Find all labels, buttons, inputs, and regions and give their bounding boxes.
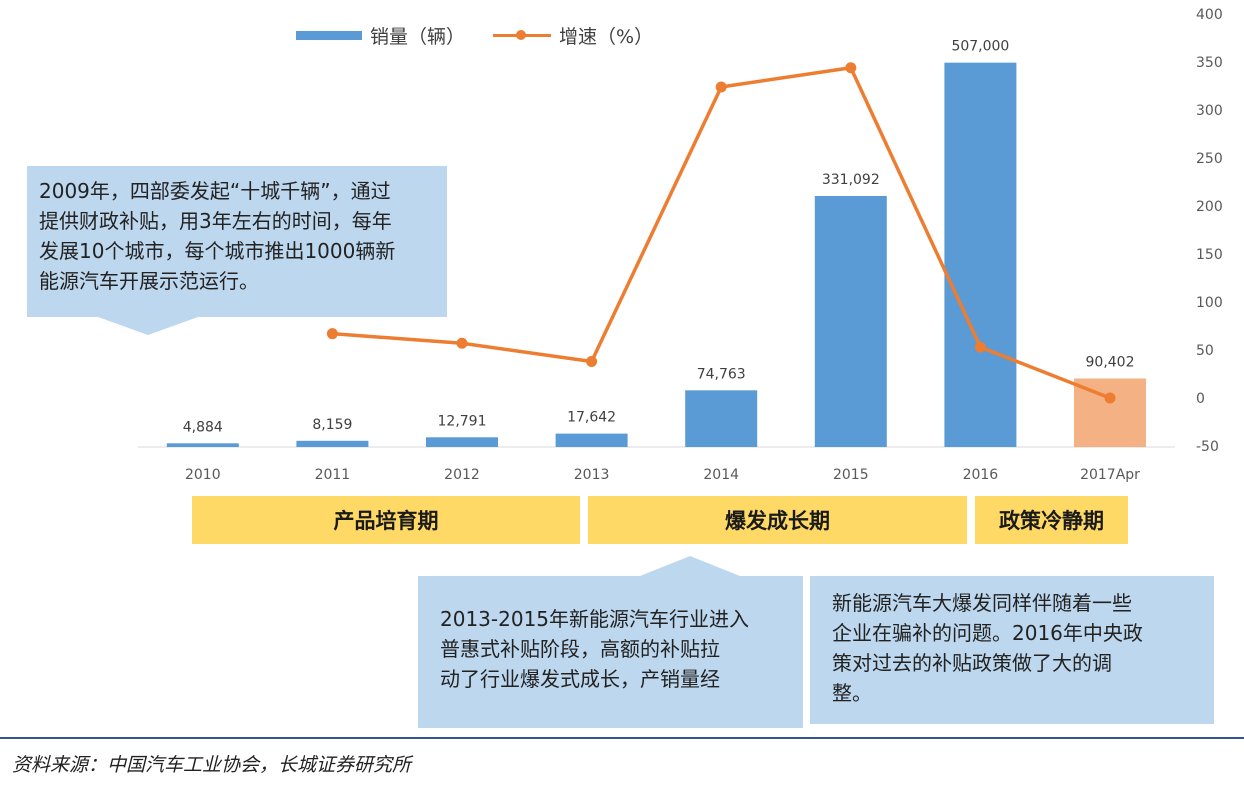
- bar-label-2017Apr: 90,402: [1086, 354, 1135, 370]
- callout-3: 新能源汽车大爆发同样伴随着一些 企业在骗补的问题。2016年中央政 策对过去的补…: [810, 576, 1214, 724]
- growth-point-2013: [586, 356, 598, 368]
- bar-2013: [555, 433, 628, 447]
- y2-tick-label-300: 300: [1196, 103, 1223, 119]
- callout-pointer-2: [640, 556, 740, 576]
- bar-2014: [685, 390, 758, 447]
- legend-item-sales: 销量（辆）: [296, 22, 465, 49]
- phase-label-3: 政策冷静期: [975, 496, 1128, 544]
- callout-2: 2013-2015年新能源汽车行业进入 普惠式补贴阶段，高额的补贴拉 动了行业爆…: [418, 576, 803, 728]
- footer-divider: [0, 737, 1244, 739]
- growth-point-2015: [845, 62, 857, 74]
- growth-point-2012: [456, 337, 468, 349]
- source-note: 资料来源：中国汽车工业协会，长城证券研究所: [12, 754, 412, 776]
- legend-label-sales: 销量（辆）: [370, 26, 466, 48]
- bar-label-2010: 4,884: [183, 419, 223, 435]
- bar-label-2015: 331,092: [822, 172, 880, 188]
- phase-label-1: 产品培育期: [192, 496, 580, 544]
- bar-label-2016: 507,000: [951, 39, 1009, 55]
- callout-1: 2009年，四部委发起“十城千辆”，通过 提供财政补贴，用3年左右的时间，每年 …: [27, 166, 447, 317]
- y2-tick-label-150: 150: [1196, 247, 1223, 263]
- bar-label-2011: 8,159: [312, 417, 352, 433]
- legend-line-swatch: [493, 30, 552, 40]
- x-tick-label-2016: 2016: [963, 467, 999, 483]
- legend-label-growth: 增速（%）: [559, 26, 654, 48]
- x-tick-label-2011: 2011: [315, 467, 351, 483]
- y2-tick-label-50: 50: [1196, 343, 1214, 359]
- y2-tick-label-250: 250: [1196, 151, 1223, 167]
- bar-2012: [426, 437, 498, 447]
- legend-item-growth: 增速（%）: [493, 22, 653, 49]
- x-tick-label-2015: 2015: [833, 467, 869, 483]
- x-tick-label-2014: 2014: [703, 467, 739, 483]
- callout-2-text: 2013-2015年新能源汽车行业进入 普惠式补贴阶段，高额的补贴拉 动了行业爆…: [440, 607, 750, 691]
- legend-bar-swatch: [296, 31, 362, 40]
- y2-tick-label--50: -50: [1196, 439, 1219, 455]
- growth-point-2011: [326, 328, 338, 340]
- growth-point-2016: [974, 341, 986, 353]
- callout-pointer-1: [98, 317, 198, 335]
- phase-label-2: 爆发成长期: [588, 496, 967, 544]
- y2-tick-label-350: 350: [1196, 55, 1223, 71]
- x-tick-label-2017Apr: 2017Apr: [1080, 467, 1140, 483]
- bar-2011: [296, 440, 369, 447]
- x-tick-label-2013: 2013: [574, 467, 610, 483]
- x-tick-label-2010: 2010: [185, 467, 221, 483]
- y2-tick-label-200: 200: [1196, 199, 1223, 215]
- bar-2015: [814, 196, 887, 447]
- bar-label-2013: 17,642: [567, 410, 616, 426]
- legend: 销量（辆） 增速（%）: [296, 22, 681, 49]
- x-tick-label-2012: 2012: [444, 467, 480, 483]
- growth-point-2017Apr: [1104, 392, 1116, 404]
- y2-tick-label-100: 100: [1196, 295, 1223, 311]
- growth-point-2014: [715, 81, 727, 93]
- y2-tick-label-0: 0: [1196, 391, 1205, 407]
- bar-2010: [166, 443, 239, 447]
- callout-3-text: 新能源汽车大爆发同样伴随着一些 企业在骗补的问题。2016年中央政 策对过去的补…: [832, 591, 1143, 705]
- y2-tick-label-400: 400: [1196, 7, 1223, 23]
- bar-2016: [944, 62, 1017, 448]
- callout-1-text: 2009年，四部委发起“十城千辆”，通过 提供财政补贴，用3年左右的时间，每年 …: [39, 179, 396, 293]
- bar-label-2012: 12,791: [438, 413, 487, 429]
- bar-label-2014: 74,763: [697, 366, 746, 382]
